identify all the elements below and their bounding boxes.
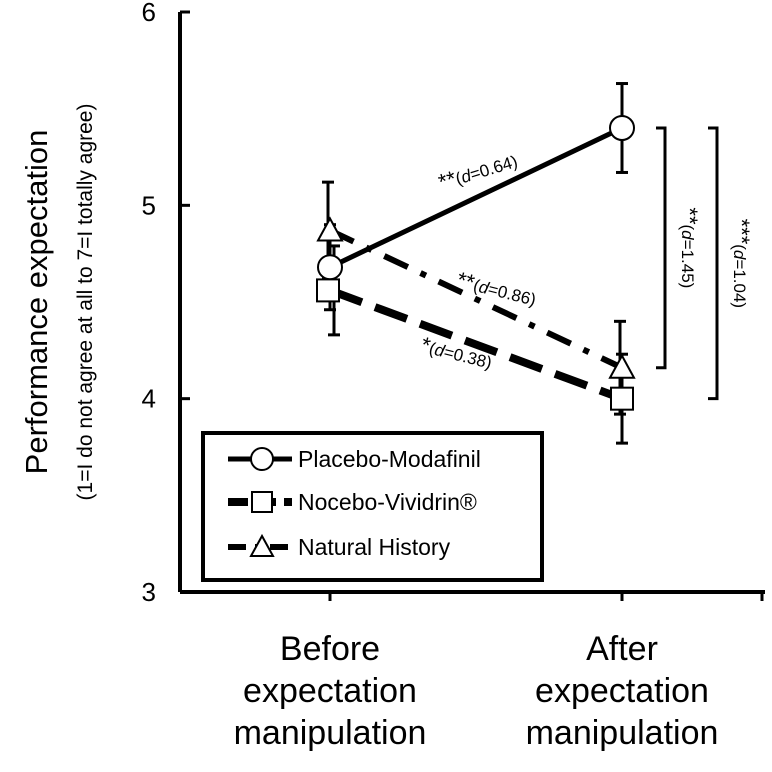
data-point-circle	[317, 254, 343, 281]
y-axis-subtitle: (1=I do not agree at all to 7=I totally …	[74, 104, 97, 501]
data-point-circle	[609, 115, 635, 141]
y-tick-label: 3	[142, 577, 156, 607]
bracket-label: **(d=1.45)	[677, 207, 702, 288]
x-category-label: Before	[280, 630, 380, 668]
y-tick-label: 6	[142, 0, 156, 27]
significance-annotation: **(d=0.86)	[455, 267, 540, 311]
data-point-triangle	[316, 216, 344, 242]
comparison-bracket	[656, 126, 667, 370]
annotation-layer: **(d=0.64) **(d=0.86) *(d=0.38) **(d=1.45) *…	[419, 126, 754, 401]
significance-annotation: *(d=0.38)	[419, 332, 495, 374]
bracket-label: ***(d=1.04)	[729, 219, 754, 309]
y-tick-label: 5	[142, 190, 156, 220]
x-category-label: manipulation	[234, 714, 427, 752]
legend: Placebo-Modafinil Nocebo-Vividrin® Natural…	[201, 431, 544, 582]
significance-annotation: **(d=0.64)	[435, 147, 520, 195]
series-line	[328, 227, 624, 371]
legend-label: Placebo-Modafinil	[298, 446, 481, 472]
legend-label: Natural History	[298, 534, 451, 560]
y-tick-label: 4	[142, 384, 156, 414]
legend-label: Nocebo-Vividrin®	[298, 489, 477, 515]
data-point-square	[610, 386, 634, 411]
data-point-triangle	[608, 353, 636, 379]
series-line	[328, 286, 624, 403]
data-point-square	[316, 278, 340, 303]
x-category-label: manipulation	[526, 714, 719, 752]
series-line	[328, 125, 624, 270]
x-category-label: After	[586, 630, 658, 668]
legend-marker-triangle	[249, 533, 275, 557]
x-category-label: expectation	[535, 672, 709, 710]
axes: 3 4 5 6 Before expectation manipulation After ex…	[19, 0, 765, 752]
legend-marker-circle	[250, 447, 274, 471]
x-category-label: expectation	[243, 672, 417, 710]
legend-marker-square	[251, 491, 273, 513]
series-layer	[316, 82, 636, 445]
comparison-bracket	[708, 126, 719, 401]
y-axis-title: Performance expectation	[19, 130, 54, 475]
